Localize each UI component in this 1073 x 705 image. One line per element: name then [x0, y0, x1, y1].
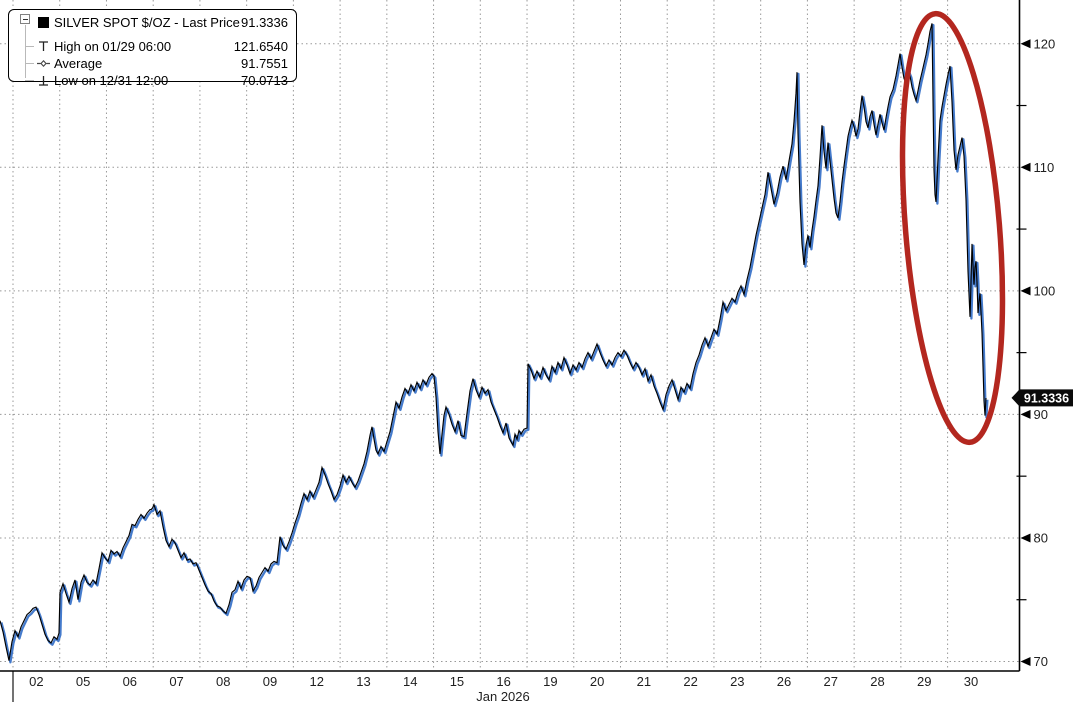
x-tick-label: 13 — [356, 674, 370, 689]
x-tick-label: 09 — [263, 674, 277, 689]
x-tick-label: 16 — [496, 674, 510, 689]
tree-connector — [25, 80, 34, 81]
legend-label: High on 01/29 06:00 — [54, 39, 172, 54]
y-tick-arrow-icon — [1020, 39, 1031, 49]
y-tick-arrow-icon — [1020, 162, 1031, 172]
legend-box: SILVER SPOT $/OZ - Last Price 91.3336 Hi… — [8, 9, 297, 88]
x-tick-label: 28 — [870, 674, 884, 689]
price-line-blue-shadow — [0, 23, 989, 664]
x-tick-label: 22 — [683, 674, 697, 689]
legend-value: 70.0713 — [241, 73, 288, 88]
x-tick-label: 23 — [730, 674, 744, 689]
legend-row-low: Low on 12/31 12:00 70.0713 — [9, 72, 296, 89]
legend-row-average: Average 91.7551 — [9, 55, 296, 72]
low-marker-icon — [35, 74, 52, 87]
average-marker-icon — [35, 57, 52, 70]
x-axis-month-label: Jan 2026 — [476, 689, 530, 704]
x-tick-label: 15 — [450, 674, 464, 689]
x-tick-label: 14 — [403, 674, 417, 689]
y-tick-arrow-icon — [1020, 533, 1031, 543]
y-tick-label: 90 — [1034, 407, 1048, 422]
high-marker-icon — [35, 40, 52, 53]
x-tick-label: 19 — [543, 674, 557, 689]
x-tick-label: 02 — [29, 674, 43, 689]
y-tick-arrow-icon — [1020, 409, 1031, 419]
legend-value: 121.6540 — [233, 39, 288, 54]
last-price-tag — [1011, 389, 1073, 407]
x-tick-label: 30 — [964, 674, 978, 689]
legend-label: Low on 12/31 12:00 — [54, 73, 169, 88]
x-tick-label: 29 — [917, 674, 931, 689]
legend-value: 91.3336 — [241, 15, 288, 30]
y-tick-arrow-icon — [1020, 657, 1031, 666]
tree-expander-icon[interactable] — [20, 14, 30, 24]
legend-label: SILVER SPOT $/OZ - Last Price — [54, 15, 240, 30]
red-ellipse-annotation — [899, 10, 1006, 446]
tree-connector — [25, 46, 34, 47]
tree-connector — [25, 63, 34, 64]
legend-row-last-price: SILVER SPOT $/OZ - Last Price 91.3336 — [9, 14, 296, 31]
x-tick-label: 08 — [216, 674, 230, 689]
x-tick-label: 26 — [777, 674, 791, 689]
y-tick-label: 120 — [1034, 36, 1056, 51]
last-price-tag-value: 91.3336 — [1024, 391, 1069, 405]
y-tick-label: 80 — [1034, 530, 1048, 545]
y-tick-label: 110 — [1034, 160, 1055, 175]
y-tick-label: 70 — [1034, 654, 1048, 669]
x-tick-label: 07 — [169, 674, 183, 689]
x-tick-label: 05 — [76, 674, 90, 689]
price-line — [0, 23, 987, 661]
y-tick-label: 100 — [1034, 283, 1056, 298]
x-tick-label: 21 — [637, 674, 651, 689]
x-tick-label: 06 — [123, 674, 137, 689]
x-tick-label: 20 — [590, 674, 604, 689]
x-tick-label: 12 — [310, 674, 324, 689]
tree-connector — [25, 25, 26, 78]
legend-row-high: High on 01/29 06:00 121.6540 — [9, 38, 296, 55]
legend-label: Average — [54, 56, 103, 71]
legend-value: 91.7551 — [241, 56, 288, 71]
x-tick-label: 27 — [824, 674, 838, 689]
series-swatch-icon — [38, 17, 49, 28]
y-tick-arrow-icon — [1020, 286, 1031, 296]
